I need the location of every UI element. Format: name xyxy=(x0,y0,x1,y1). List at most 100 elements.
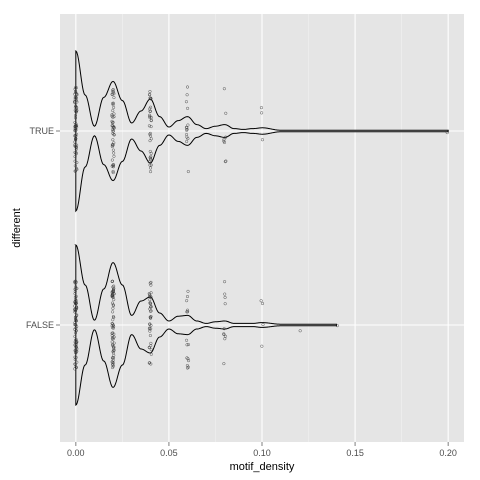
data-point xyxy=(111,101,115,105)
data-point xyxy=(186,308,190,312)
data-point xyxy=(148,315,152,319)
data-point xyxy=(147,291,151,296)
data-point xyxy=(148,307,152,311)
data-point xyxy=(75,132,79,136)
data-point xyxy=(112,324,116,328)
data-point xyxy=(149,302,153,306)
data-point xyxy=(73,155,77,159)
data-point xyxy=(184,125,188,129)
data-point xyxy=(185,366,190,370)
data-point xyxy=(185,85,190,89)
data-point xyxy=(185,295,190,299)
data-point xyxy=(111,171,115,175)
data-point xyxy=(148,139,152,143)
data-point xyxy=(185,343,189,347)
x-tick-label: 0.00 xyxy=(67,448,85,458)
data-point xyxy=(74,294,78,298)
data-point xyxy=(223,160,227,164)
data-point xyxy=(149,151,153,155)
data-point xyxy=(260,111,264,115)
data-point xyxy=(187,359,191,363)
data-point xyxy=(148,131,152,135)
data-point xyxy=(261,323,265,327)
data-point xyxy=(73,334,77,339)
data-point xyxy=(74,351,78,355)
data-point xyxy=(149,305,153,309)
data-point xyxy=(186,137,190,141)
y-axis-title: different xyxy=(11,208,23,248)
data-point xyxy=(186,365,190,369)
data-point xyxy=(147,160,151,164)
violin-true xyxy=(74,50,449,213)
data-point xyxy=(259,106,263,110)
data-point xyxy=(111,109,115,113)
data-point xyxy=(73,99,77,104)
data-point xyxy=(185,127,189,132)
data-point xyxy=(73,295,77,299)
data-point xyxy=(73,169,77,173)
data-point xyxy=(223,280,227,284)
data-point xyxy=(74,329,78,333)
data-point xyxy=(148,322,152,326)
data-point xyxy=(74,89,78,93)
data-point xyxy=(74,338,78,342)
data-point xyxy=(149,348,153,352)
data-point xyxy=(112,133,116,137)
x-axis-title: motif_density xyxy=(230,461,295,473)
data-point xyxy=(148,89,152,94)
data-point xyxy=(73,322,77,327)
data-point xyxy=(111,364,115,368)
data-point xyxy=(148,327,152,331)
data-point xyxy=(260,344,264,348)
data-point xyxy=(222,137,226,141)
data-point xyxy=(149,166,153,170)
data-point xyxy=(73,292,77,296)
data-point xyxy=(111,142,115,146)
data-point xyxy=(149,97,153,101)
data-point xyxy=(222,140,227,145)
data-point xyxy=(74,96,79,100)
data-point xyxy=(111,125,115,129)
data-point xyxy=(75,314,79,318)
data-point xyxy=(73,92,77,96)
violins xyxy=(74,50,449,406)
data-point xyxy=(73,321,77,325)
data-point xyxy=(110,321,114,326)
data-point xyxy=(73,279,77,283)
data-point xyxy=(74,127,78,131)
data-point xyxy=(74,366,78,370)
data-point xyxy=(222,362,226,366)
data-point xyxy=(111,289,115,293)
data-point xyxy=(112,112,116,116)
data-point xyxy=(147,124,151,128)
data-point xyxy=(149,352,153,356)
data-point xyxy=(73,299,77,303)
data-point xyxy=(111,129,115,133)
data-point xyxy=(223,295,227,300)
data-point xyxy=(112,292,116,296)
data-point xyxy=(73,301,77,305)
data-point xyxy=(222,327,226,331)
data-point xyxy=(75,347,79,351)
data-point xyxy=(149,291,153,295)
data-point xyxy=(111,169,115,173)
data-point xyxy=(112,151,116,155)
data-point xyxy=(148,163,152,167)
data-point xyxy=(110,143,114,147)
data-point xyxy=(73,164,77,168)
data-point xyxy=(110,145,114,149)
data-point xyxy=(335,324,339,328)
data-point xyxy=(111,303,115,307)
data-point xyxy=(73,120,77,125)
data-point xyxy=(111,326,115,330)
data-point xyxy=(224,111,228,115)
data-point xyxy=(111,335,115,340)
x-tick-label: 0.15 xyxy=(346,448,364,458)
data-point xyxy=(186,289,190,293)
data-point xyxy=(223,334,228,338)
data-point xyxy=(74,147,78,151)
data-point xyxy=(110,121,114,125)
data-point xyxy=(149,154,153,159)
data-point xyxy=(74,86,78,90)
x-tick-label: 0.05 xyxy=(160,448,178,458)
